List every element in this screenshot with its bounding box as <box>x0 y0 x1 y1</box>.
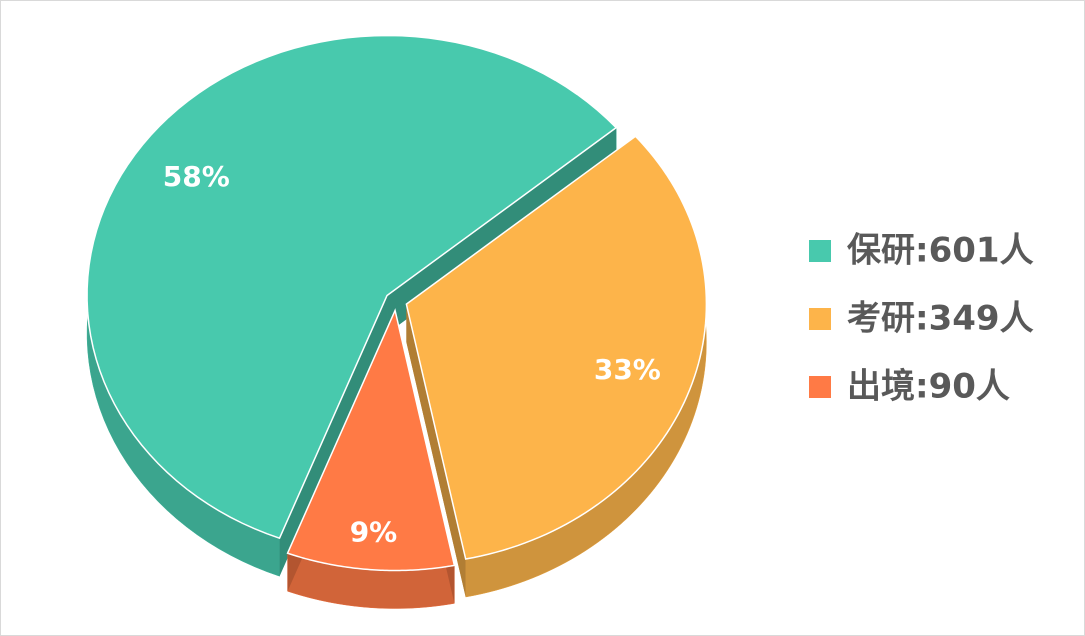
data-label: 9% <box>350 515 398 548</box>
legend-label: 保研:601人 <box>847 231 1034 271</box>
data-label: 58% <box>163 160 230 193</box>
pie-slice <box>405 135 708 560</box>
pie-slice <box>86 34 618 540</box>
legend-swatch <box>809 308 831 330</box>
slice-labels: 58% 33% 9% <box>163 160 661 548</box>
legend-label: 考研:349人 <box>847 299 1034 339</box>
legend-label: 出境:90人 <box>847 367 1010 407</box>
slice-edge <box>279 295 388 577</box>
data-label: 33% <box>594 353 661 386</box>
slice-tops <box>86 34 708 572</box>
pie-slice <box>286 308 456 572</box>
legend-swatch <box>809 240 831 262</box>
legend-swatch <box>809 376 831 398</box>
slice-edge <box>406 304 466 598</box>
